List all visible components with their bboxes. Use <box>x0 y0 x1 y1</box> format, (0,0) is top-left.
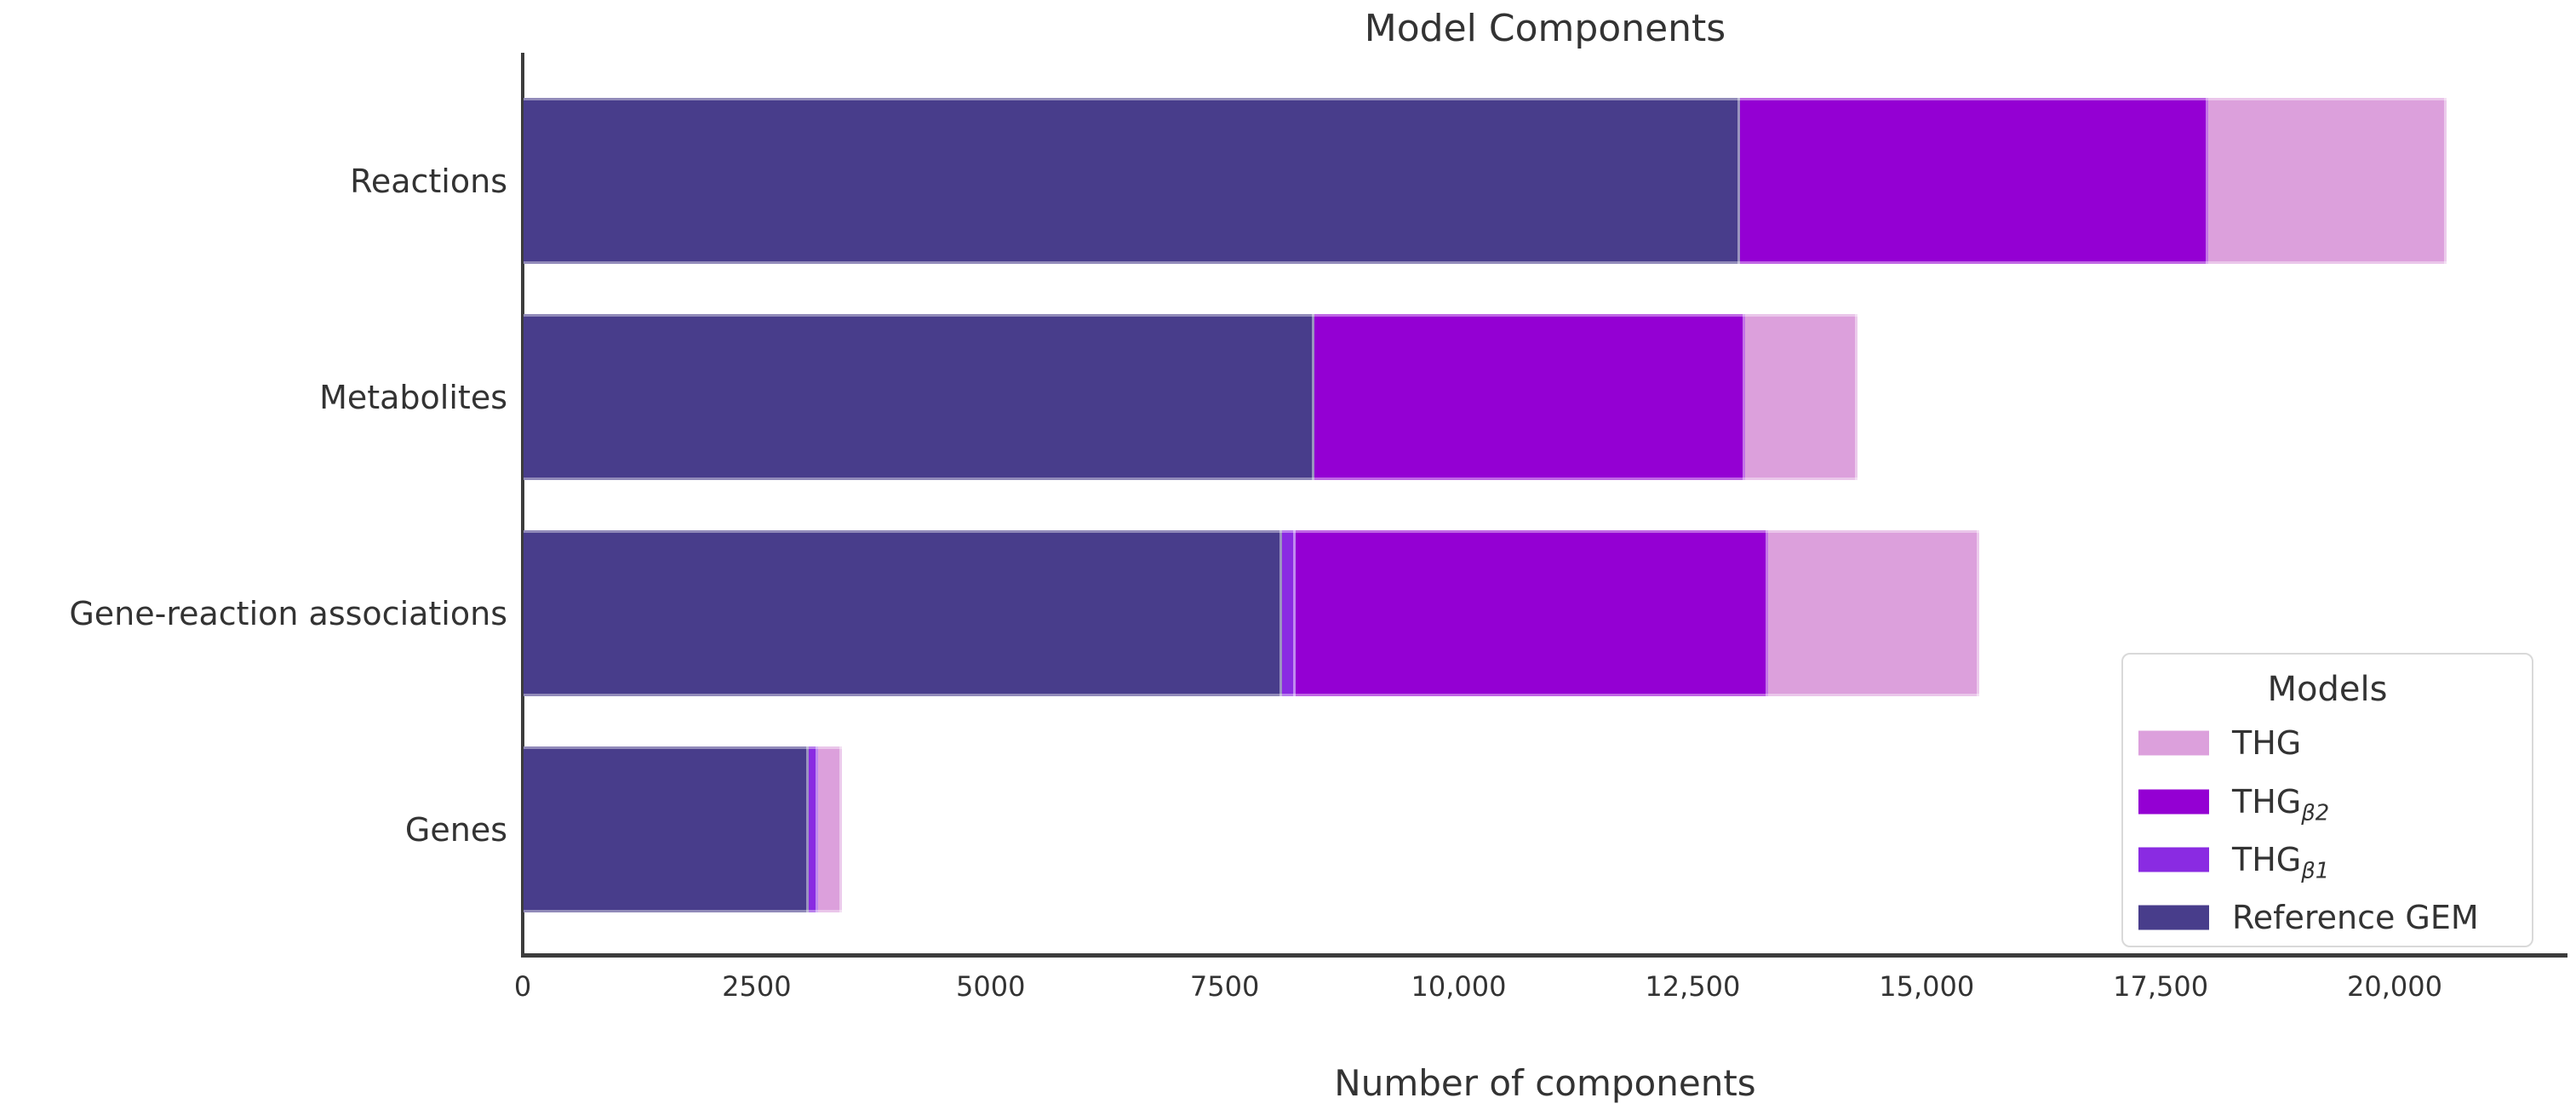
legend-item: Reference GEM <box>2123 892 2532 943</box>
category-label: Gene-reaction associations <box>69 594 507 632</box>
legend-label: THGβ2 <box>2232 783 2330 826</box>
x-tick-label: 17,500 <box>2113 970 2209 1003</box>
x-axis-label: Number of components <box>1334 1062 1756 1104</box>
category-label: Metabolites <box>319 378 507 416</box>
legend-swatch <box>2138 789 2209 815</box>
x-tick-label: 20,000 <box>2347 970 2442 1003</box>
legend-title: Models <box>2267 670 2388 709</box>
legend-box: Models THG THGβ2 THGβ1 Reference GEM <box>2121 653 2533 947</box>
legend-label-subscript: β1 <box>2301 858 2330 884</box>
legend-label: THGβ1 <box>2232 841 2330 884</box>
category-label: Reactions <box>350 162 507 200</box>
y-axis-line <box>521 53 524 957</box>
bar-segment <box>524 746 809 912</box>
x-tick-label: 7500 <box>1189 970 1260 1003</box>
x-tick-label: 15,000 <box>1879 970 1975 1003</box>
bar-segment <box>524 530 1282 696</box>
legend-label: THG <box>2232 724 2302 762</box>
x-axis-line <box>521 953 2567 958</box>
legend-swatch <box>2138 847 2209 872</box>
x-tick-label: 10,000 <box>1411 970 1507 1003</box>
legend-swatch <box>2138 905 2209 930</box>
category-label: Genes <box>404 810 507 849</box>
legend-label: Reference GEM <box>2232 899 2479 936</box>
legend-item: THGβ1 <box>2123 834 2532 885</box>
legend-item: THGβ2 <box>2123 776 2532 827</box>
legend-swatch <box>2138 730 2209 756</box>
chart-title: Model Components <box>1364 7 1726 50</box>
legend-item: THG <box>2123 718 2532 769</box>
bar-segment <box>524 314 1314 480</box>
x-tick-label: 0 <box>513 970 532 1003</box>
x-tick-label: 12,500 <box>1645 970 1741 1003</box>
bar-segment <box>524 98 1740 264</box>
legend-label-subscript: β2 <box>2301 800 2330 826</box>
x-tick-label: 2500 <box>722 970 792 1003</box>
x-tick-label: 5000 <box>956 970 1026 1003</box>
